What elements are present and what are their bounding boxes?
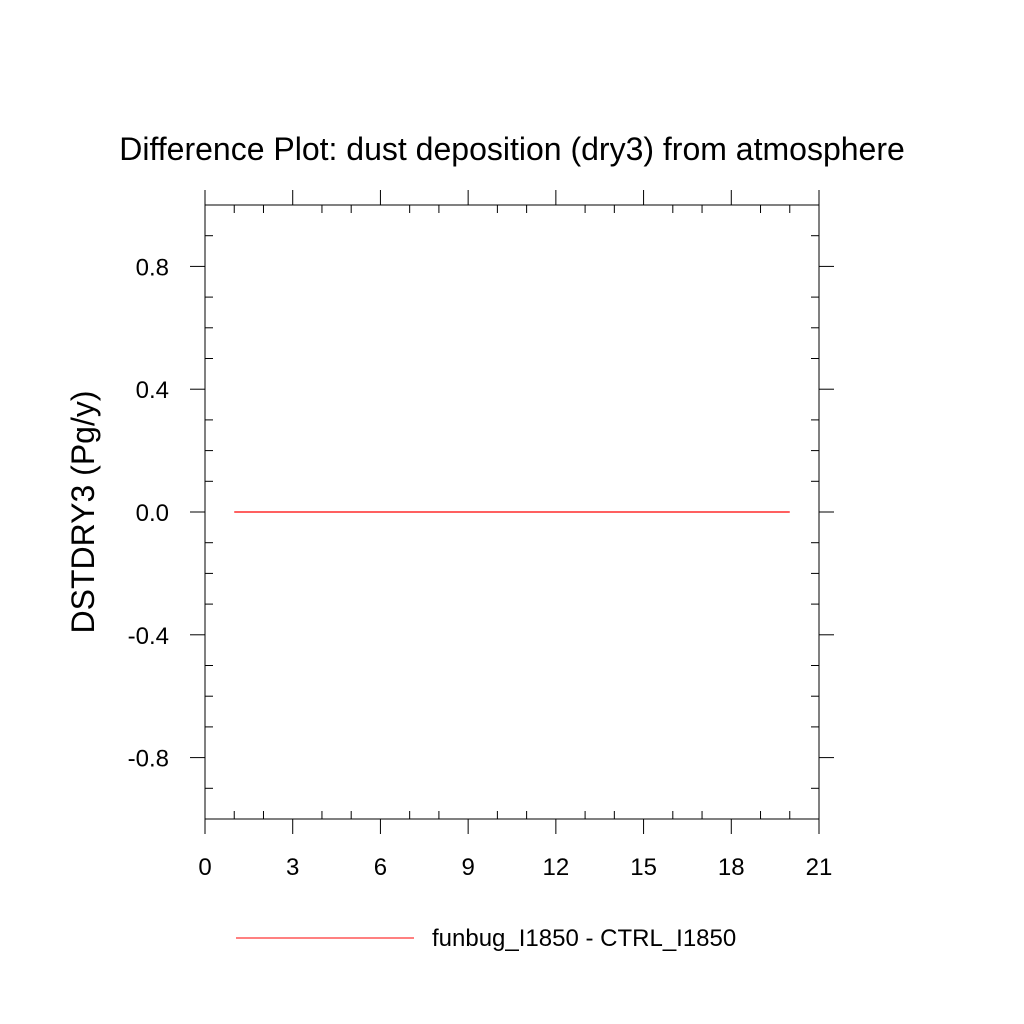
- x-tick-label: 21: [806, 854, 833, 881]
- legend: funbug_I1850 - CTRL_I1850: [236, 925, 736, 952]
- x-tick-label: 3: [286, 854, 299, 881]
- x-tick-label: 9: [461, 854, 474, 881]
- y-tick-label: 0.0: [136, 500, 169, 527]
- y-tick-labels: 0.8 0.4 0.0 -0.4 -0.8: [128, 254, 169, 772]
- y-axis-label: DSTDRY3 (Pg/y): [65, 390, 101, 633]
- x-tick-labels: 0 3 6 9 12 15 18 21: [198, 854, 832, 881]
- x-tick-label: 18: [718, 854, 745, 881]
- y-tick-label: 0.8: [136, 254, 169, 281]
- legend-label: funbug_I1850 - CTRL_I1850: [432, 925, 736, 952]
- x-tick-label: 0: [198, 854, 211, 881]
- y-tick-label: -0.8: [128, 746, 169, 773]
- y-tick-label: -0.4: [128, 623, 169, 650]
- x-tick-label: 6: [374, 854, 387, 881]
- x-tick-label: 12: [543, 854, 570, 881]
- axis-ticks: [190, 190, 834, 834]
- chart-title: Difference Plot: dust deposition (dry3) …: [119, 131, 905, 167]
- y-tick-label: 0.4: [136, 377, 169, 404]
- x-tick-label: 15: [630, 854, 657, 881]
